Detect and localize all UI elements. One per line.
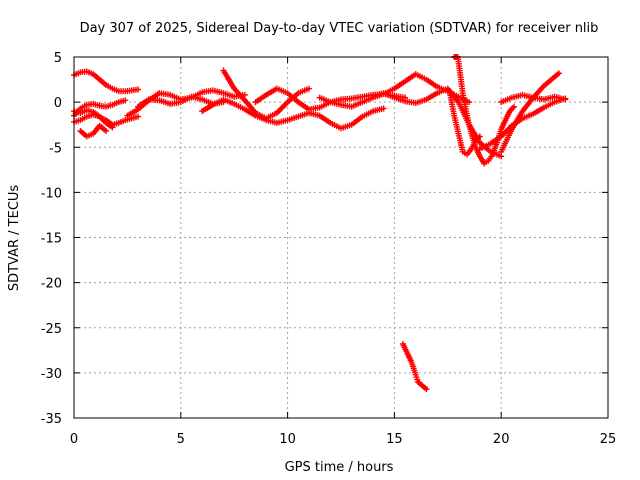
y-tick-labels: 5 0 -5 -10 -15 -20 -25 -30 -35 (41, 51, 62, 427)
series-arc-8 (220, 67, 312, 122)
data-point (135, 113, 142, 120)
y-tick-label: -30 (41, 367, 62, 382)
series-arc-7 (135, 93, 227, 110)
series-arc-1 (71, 68, 142, 95)
data-point (511, 103, 518, 110)
y-tick-label: -15 (41, 232, 62, 247)
series-arc-14 (446, 90, 483, 158)
x-tick-label: 25 (600, 432, 617, 447)
y-tick-label: 0 (54, 96, 62, 111)
data-point (423, 386, 430, 393)
data-point (380, 105, 387, 112)
y-tick-label: -25 (41, 322, 62, 337)
data-point (103, 128, 110, 135)
x-tick-label: 20 (493, 432, 510, 447)
series-arc-2 (71, 97, 129, 119)
y-tick-label: -20 (41, 277, 62, 292)
y-tick-label: -5 (49, 141, 62, 156)
y-tick-label: -35 (41, 412, 62, 427)
series-arc-13 (451, 54, 518, 167)
data-point (305, 85, 312, 92)
chart-title: Day 307 of 2025, Sidereal Day-to-day VTE… (80, 21, 599, 36)
data-point (109, 124, 116, 131)
series-arc-5 (71, 107, 116, 131)
series-arc-18 (399, 340, 430, 393)
series-arc-17 (498, 91, 569, 106)
x-tick-label: 15 (386, 432, 403, 447)
axis-ticks (73, 56, 609, 419)
data-point (135, 86, 142, 93)
data-point (476, 133, 483, 140)
x-tick-label: 10 (279, 432, 296, 447)
data-point (562, 96, 569, 103)
data-point (555, 70, 562, 77)
y-tick-label: 5 (54, 51, 62, 66)
x-tick-label: 0 (70, 432, 78, 447)
series-arc-9 (199, 96, 387, 132)
y-axis-label: SDTVAR / TECUs (7, 185, 22, 292)
data-series (71, 54, 569, 393)
x-tick-label: 5 (177, 432, 185, 447)
x-tick-labels: 0 5 10 15 20 25 (70, 432, 616, 447)
x-axis-label: GPS time / hours (285, 460, 394, 475)
data-point (122, 97, 129, 104)
series-arc-4 (77, 122, 110, 140)
series-arc-3 (71, 111, 142, 128)
y-tick-label: -10 (41, 186, 62, 201)
